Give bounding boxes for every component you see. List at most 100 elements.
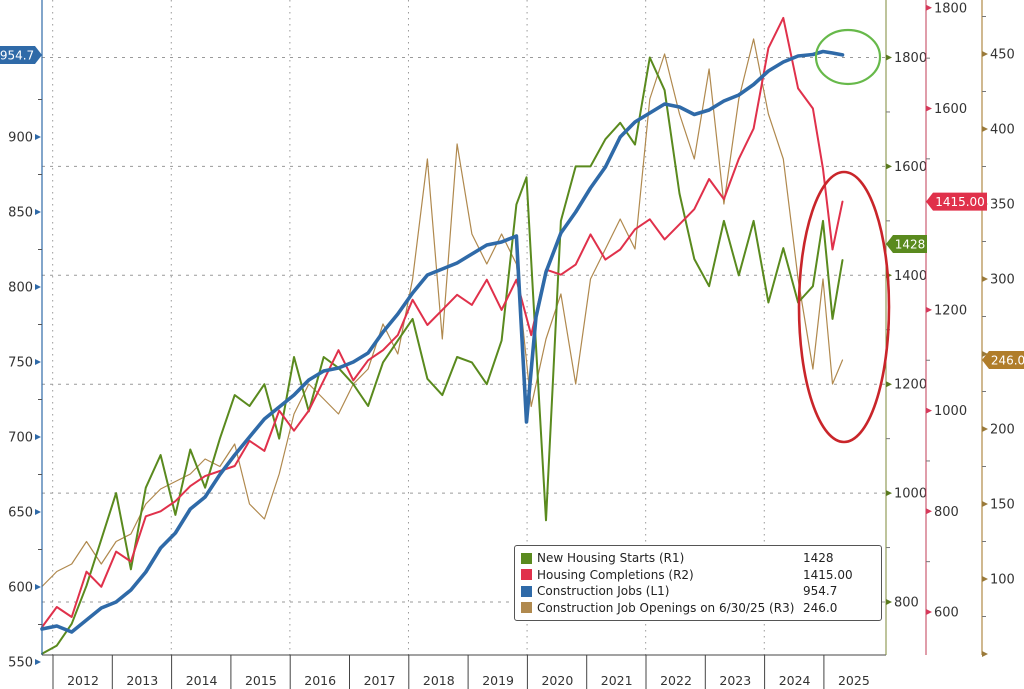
legend-label: Construction Job Openings on 6/30/25 (R3… — [537, 600, 795, 615]
legend-item: Housing Completions (R2) 1415.00 — [521, 567, 875, 584]
left-tick-label: 600 — [8, 581, 33, 596]
axes: 550 600 650 700 750 800 850 900 2012 2013 2014 2015… — [8, 0, 1015, 689]
legend-item: Construction Jobs (L1) 954.7 — [521, 583, 875, 600]
x-tick-label: 2023 — [719, 673, 751, 688]
legend-label: Housing Completions (R2) — [537, 567, 694, 582]
legend-value: 954.7 — [803, 584, 838, 599]
legend-swatch — [521, 569, 532, 581]
legend-swatch — [521, 602, 532, 614]
badge-r2-text: 1415.00 — [935, 195, 985, 209]
legend-label: Construction Jobs (L1) — [537, 584, 670, 599]
r2-tick-marker — [926, 609, 932, 615]
r3-tick-label: 400 — [990, 123, 1015, 138]
annotations — [797, 28, 891, 444]
x-tick-label: 2013 — [126, 673, 158, 688]
badge-r1: 1428 — [886, 235, 927, 254]
legend-label: New Housing Starts (R1) — [537, 551, 685, 566]
x-tick-label: 2018 — [423, 673, 455, 688]
badge-r1-shape — [886, 235, 927, 254]
series-housing-starts — [41, 56, 844, 655]
r2-tick-marker — [926, 306, 932, 313]
x-tick-label: 2020 — [541, 673, 573, 688]
left-tick-label: 900 — [8, 131, 33, 146]
r1-tick-label: 1600 — [894, 160, 927, 175]
series-layer — [40, 16, 845, 655]
r2-tick-label: 1600 — [934, 102, 967, 117]
value-badges: 954.7 1428 1415.00 246.0 — [0, 45, 1024, 369]
legend-value: 246.0 — [803, 600, 838, 615]
legend-swatch — [521, 552, 532, 564]
series-job-openings — [41, 38, 844, 588]
r1-tick-label: 1800 — [894, 51, 927, 66]
highlight-circle-green — [814, 28, 882, 86]
legend-value: 1428 — [803, 551, 834, 566]
x-tick-label: 2022 — [660, 673, 692, 688]
left-tick-label: 700 — [8, 431, 33, 446]
x-tick-label: 2014 — [186, 673, 218, 688]
x-tick-label: 2016 — [304, 673, 336, 688]
r3-tick-label: 350 — [990, 198, 1015, 213]
left-tick-label: 550 — [8, 656, 33, 671]
r3-tick-marker — [982, 501, 988, 507]
r2-tick-label: 1800 — [934, 1, 967, 16]
badge-l1-shape — [0, 45, 42, 64]
r1-tick-marker — [886, 490, 892, 497]
badge-r3-text: 246.0 — [991, 354, 1024, 368]
r2-tick-marker — [926, 105, 932, 112]
badge-r2: 1415.00 — [926, 192, 987, 211]
r1-tick-marker — [886, 163, 892, 170]
x-tick-label: 2017 — [364, 673, 396, 688]
highlight-ellipse-red — [797, 170, 891, 444]
r1-tick-label: 800 — [894, 596, 919, 611]
badge-r1-text: 1428 — [895, 238, 926, 252]
left-tick-marker — [35, 659, 41, 665]
r2-tick-label: 800 — [934, 505, 959, 520]
series-construction-jobs — [40, 49, 845, 634]
r2-tick-label: 600 — [934, 606, 959, 621]
left-tick-label: 850 — [8, 206, 33, 221]
r2-tick-label: 1200 — [934, 303, 967, 318]
badge-r2-shape — [926, 192, 987, 211]
left-tick-marker — [35, 284, 41, 290]
grid-lines — [42, 0, 886, 655]
r2-tick-label: 1000 — [934, 404, 967, 419]
x-tick-label: 2021 — [601, 673, 633, 688]
left-tick-marker — [35, 209, 41, 215]
badge-l1: 954.7 — [0, 45, 42, 64]
x-tick-label: 2019 — [482, 673, 514, 688]
r3-tick-marker — [982, 276, 988, 282]
r3-tick-marker — [982, 51, 988, 57]
legend-item: New Housing Starts (R1) 1428 — [521, 550, 875, 567]
r3-tick-marker — [982, 576, 988, 582]
badge-r3-shape — [982, 351, 1024, 369]
r3-tick-marker — [982, 351, 988, 357]
r3-tick-marker — [982, 426, 988, 432]
r1-tick-label: 1200 — [894, 378, 927, 393]
left-tick-marker — [35, 509, 41, 515]
r1-tick-label: 1400 — [894, 269, 927, 284]
r1-tick-marker — [886, 381, 892, 388]
r3-tick-marker — [982, 126, 988, 132]
left-tick-marker — [35, 584, 41, 590]
r3-tick-label: 200 — [990, 423, 1015, 438]
r3-tick-label: 450 — [990, 48, 1015, 63]
x-tick-label: 2025 — [838, 673, 870, 688]
legend: New Housing Starts (R1) 1428 Housing Com… — [514, 545, 882, 621]
r2-tick-marker — [926, 4, 932, 11]
r3-tick-marker — [982, 651, 988, 657]
left-tick-marker — [35, 359, 41, 365]
x-tick-label: 2015 — [245, 673, 277, 688]
left-tick-label: 800 — [8, 281, 33, 296]
left-tick-label: 750 — [8, 356, 33, 371]
r3-tick-label: 300 — [990, 273, 1015, 288]
r1-tick-marker — [886, 599, 892, 605]
r1-tick-label: 1000 — [894, 487, 927, 502]
r3-tick-label: 100 — [990, 573, 1015, 588]
badge-r3: 246.0 — [982, 351, 1024, 369]
legend-swatch — [521, 585, 532, 597]
r2-tick-marker — [926, 508, 932, 515]
badge-l1-text: 954.7 — [0, 48, 34, 62]
left-tick-label: 650 — [8, 506, 33, 521]
left-tick-marker — [35, 134, 41, 140]
legend-value: 1415.00 — [803, 567, 853, 582]
